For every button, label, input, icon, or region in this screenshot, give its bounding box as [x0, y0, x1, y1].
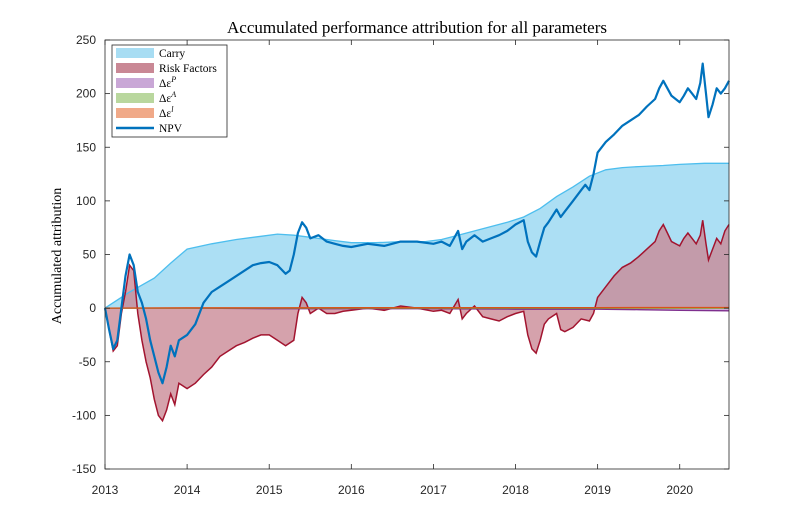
y-tick-label: -50: [79, 355, 97, 369]
x-tick-label: 2018: [502, 483, 529, 497]
x-tick-label: 2014: [174, 483, 201, 497]
y-axis-label: Accumulated attribution: [50, 188, 65, 324]
risk-factors-area: [105, 220, 729, 421]
x-tick-label: 2015: [256, 483, 283, 497]
x-tick-label: 2020: [666, 483, 693, 497]
x-axis: 2013 2014 2015 2016 2017 2018 2019 2020: [92, 40, 693, 497]
legend-swatch: [116, 63, 154, 73]
npv-line: [103, 62, 730, 385]
legend-swatch: [116, 108, 154, 118]
y-tick-label: 200: [76, 87, 96, 101]
legend-box: [111, 44, 228, 138]
legend-label: Δεl: [159, 105, 174, 120]
x-tick-label: 2017: [420, 483, 447, 497]
delta-eps-l-line: [104, 306, 729, 309]
x-tick-label: 2016: [338, 483, 365, 497]
y-tick-label: 250: [76, 33, 96, 47]
y-axis: 250 200 150 100 50 0 -50 -100 -150: [72, 33, 729, 476]
x-tick-label: 2019: [584, 483, 611, 497]
y-tick-label: 50: [83, 248, 97, 262]
legend-swatch: [116, 78, 154, 88]
legend-swatch: [116, 48, 154, 58]
legend-swatch: [116, 93, 154, 103]
y-tick-label: 150: [76, 140, 96, 154]
y-tick-label: -150: [72, 462, 96, 476]
area-fills: [105, 163, 729, 421]
y-tick-label: 100: [76, 194, 96, 208]
carry-line: [104, 162, 729, 309]
legend-label: Risk Factors: [159, 63, 217, 75]
legend-label: Carry: [159, 48, 185, 60]
x-tick-label: 2013: [92, 483, 119, 497]
y-tick-label: 0: [89, 301, 96, 315]
series-lines: [103, 62, 730, 423]
chart-title: Accumulated performance attribution for …: [227, 18, 607, 37]
legend-label: NPV: [159, 123, 183, 135]
y-tick-label: -100: [72, 408, 96, 422]
risk-factors-line: [104, 220, 730, 423]
